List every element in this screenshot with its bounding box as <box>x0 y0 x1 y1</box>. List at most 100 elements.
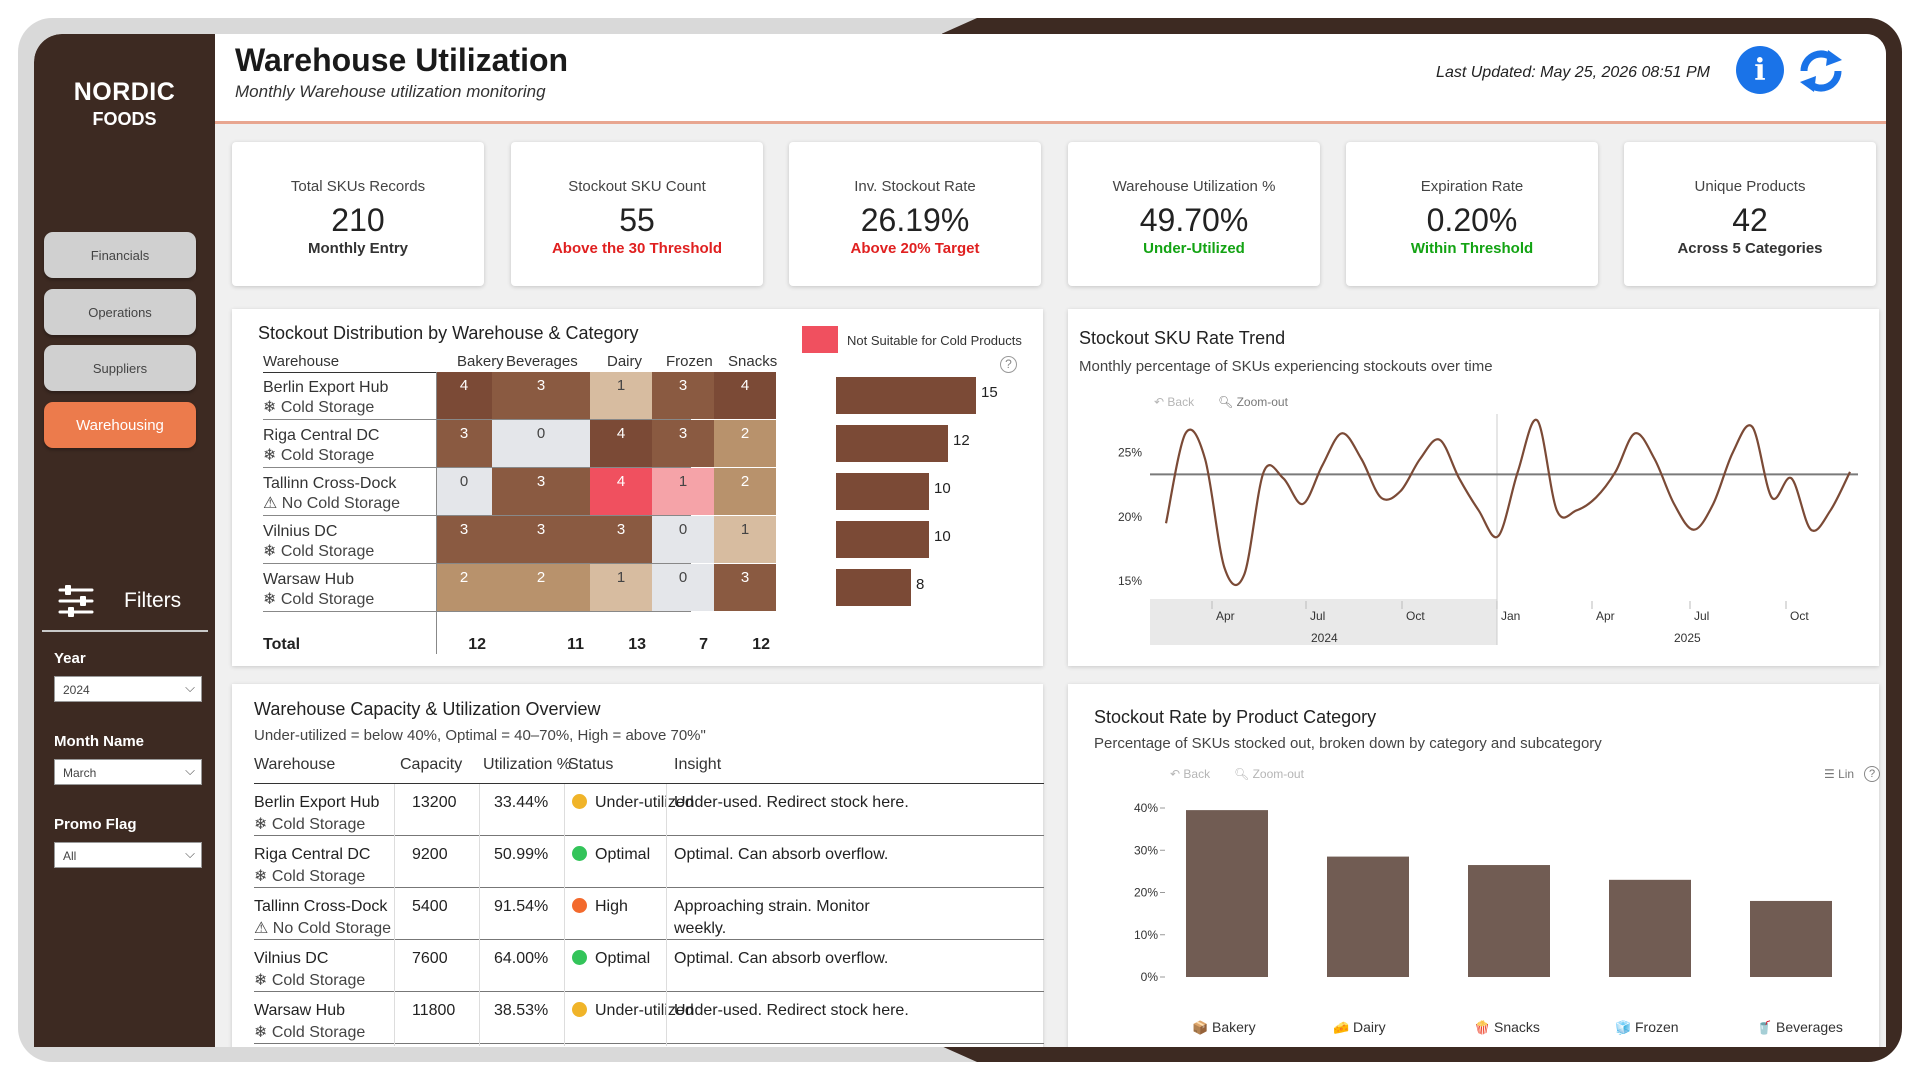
warehouse-name: Warsaw Hub <box>263 571 354 588</box>
heatmap-cell[interactable]: 3 <box>652 372 714 419</box>
nav-warehousing-button[interactable]: Warehousing <box>44 402 196 448</box>
category-bar[interactable] <box>1468 865 1550 977</box>
total-bar-label: 10 <box>934 480 951 497</box>
table-row[interactable]: Riga Central DC ❄ Cold Storage 9200 50.9… <box>232 836 1044 888</box>
nav-financials-button[interactable]: Financials <box>44 232 196 278</box>
total-bar[interactable] <box>836 569 911 606</box>
heatmap-cell[interactable]: 0 <box>652 564 714 611</box>
stockout-trend-title: Stockout SKU Rate Trend <box>1079 328 1286 348</box>
month-select[interactable]: March ⌵ <box>54 759 202 785</box>
storage-type: ❄ Cold Storage <box>263 399 375 416</box>
category-bar[interactable] <box>1327 856 1409 977</box>
category-label: Dairy <box>1353 1019 1386 1035</box>
category-icon: 🥤 <box>1756 1020 1772 1036</box>
heatmap-cell[interactable]: 3 <box>492 516 590 563</box>
nav-suppliers-button[interactable]: Suppliers <box>44 345 196 391</box>
status-dot-icon <box>572 846 587 861</box>
status-dot-icon <box>572 898 587 913</box>
refresh-icon[interactable] <box>1794 44 1848 98</box>
heatmap-cell[interactable]: 2 <box>436 564 492 611</box>
category-bar[interactable] <box>1750 900 1832 977</box>
storage-type: ❄ Cold Storage <box>263 447 375 464</box>
table-row[interactable]: Warsaw Hub ❄ Cold Storage 11800 38.53% U… <box>232 992 1044 1044</box>
utilization-cell: 64.00% <box>494 950 549 967</box>
heatmap-column-header: Warehouse <box>263 353 340 370</box>
total-bar[interactable] <box>836 425 948 462</box>
heatmap-row-label: Vilnius DC ❄ Cold Storage <box>263 522 433 562</box>
info-button[interactable]: i <box>1736 46 1784 94</box>
storage-type: ❄ Cold Storage <box>254 868 366 885</box>
sliders-icon <box>58 585 94 617</box>
heatmap-cell[interactable]: 3 <box>590 516 652 563</box>
table-row[interactable]: Tallinn Cross-Dock ⚠ No Cold Storage 540… <box>232 888 1044 940</box>
capacity-overview-panel: Warehouse Capacity & Utilization Overvie… <box>232 684 1044 1047</box>
heatmap-cell[interactable]: 4 <box>590 420 652 467</box>
heatmap-cell[interactable]: 3 <box>714 564 776 611</box>
filters-header: Filters <box>58 584 198 618</box>
heatmap-cell[interactable]: 4 <box>590 468 652 515</box>
heatmap-cell[interactable]: 3 <box>436 516 492 563</box>
total-bar-label: 8 <box>916 576 925 593</box>
capacity-cell: 5400 <box>412 898 448 915</box>
heatmap-cell[interactable]: 2 <box>714 468 776 515</box>
heatmap-cell[interactable]: 0 <box>436 468 492 515</box>
heatmap-column-header: Frozen <box>666 353 713 370</box>
y-tick-label: 10% <box>1134 928 1158 942</box>
page-title: Warehouse Utilization <box>235 42 569 78</box>
storage-type: ❄ Cold Storage <box>254 816 366 833</box>
kpi-note: Above 20% Target <box>850 240 980 257</box>
category-zoom-out-button[interactable]: 🔍︎ Zoom-out <box>1234 767 1304 781</box>
heatmap-column-header: Dairy <box>607 353 643 370</box>
nav-operations-button[interactable]: Operations <box>44 289 196 335</box>
heatmap-cell[interactable]: 0 <box>652 516 714 563</box>
heatmap-cell[interactable]: 4 <box>436 372 492 419</box>
y-tick-label: 20% <box>1134 886 1158 900</box>
kpi-label: Expiration Rate <box>1420 178 1524 195</box>
heatmap-cell[interactable]: 1 <box>590 372 652 419</box>
chevron-down-icon: ⌵ <box>185 846 195 861</box>
promo-select[interactable]: All ⌵ <box>54 842 202 868</box>
total-bar[interactable] <box>836 521 929 558</box>
trend-back-button[interactable]: ↶ Back <box>1154 395 1195 409</box>
year-select-value: 2024 <box>63 683 90 697</box>
table-row[interactable]: Vilnius DC ❄ Cold Storage 7600 64.00% Op… <box>232 940 1044 992</box>
trend-zoom-out-button[interactable]: 🔍︎ Zoom-out <box>1218 395 1288 409</box>
heatmap-cell[interactable]: 4 <box>714 372 776 419</box>
row-divider <box>254 991 1044 992</box>
category-label: Snacks <box>1494 1019 1540 1035</box>
warehouse-name: Riga Central DC <box>254 846 371 863</box>
warehouse-name: Vilnius DC <box>254 950 329 967</box>
category-bar[interactable] <box>1186 810 1268 977</box>
kpi-value: 210 <box>331 202 385 238</box>
heatmap-cell[interactable]: 2 <box>714 420 776 467</box>
year-select[interactable]: 2024 ⌵ <box>54 676 202 702</box>
total-bar[interactable] <box>836 377 976 414</box>
category-back-button[interactable]: ↶ Back <box>1170 767 1211 781</box>
heatmap-cell[interactable]: 0 <box>492 420 590 467</box>
heatmap-cell[interactable]: 2 <box>492 564 590 611</box>
status-text: Under-utilized <box>595 794 694 811</box>
status-text: High <box>595 898 628 915</box>
heatmap-cell[interactable]: 3 <box>492 372 590 419</box>
kpi-label: Stockout SKU Count <box>568 178 706 195</box>
y-tick-label: 30% <box>1134 843 1158 857</box>
category-label: Beverages <box>1776 1019 1843 1035</box>
heatmap-cell[interactable]: 1 <box>590 564 652 611</box>
heatmap-cell[interactable]: 3 <box>436 420 492 467</box>
help-icon[interactable]: ? <box>1864 766 1880 782</box>
capacity-column-header: Utilization % <box>483 756 572 773</box>
table-row[interactable]: Berlin Export Hub ❄ Cold Storage 13200 3… <box>232 784 1044 836</box>
heatmap-cell[interactable]: 3 <box>492 468 590 515</box>
lin-toggle[interactable]: ☰ Lin <box>1824 767 1855 781</box>
help-icon[interactable]: ? <box>1000 356 1017 373</box>
heatmap-cell[interactable]: 1 <box>652 468 714 515</box>
total-label: Total <box>263 636 301 653</box>
heatmap-cell[interactable]: 3 <box>652 420 714 467</box>
category-bar[interactable] <box>1609 879 1691 977</box>
total-bar[interactable] <box>836 473 929 510</box>
warehouse-name: Vilnius DC <box>263 523 338 540</box>
kpi-card-total-skus: Total SKUs Records 210 Monthly Entry <box>232 142 484 286</box>
x-tick-label: Apr <box>1216 609 1235 623</box>
utilization-cell: 91.54% <box>494 898 549 915</box>
heatmap-cell[interactable]: 1 <box>714 516 776 563</box>
